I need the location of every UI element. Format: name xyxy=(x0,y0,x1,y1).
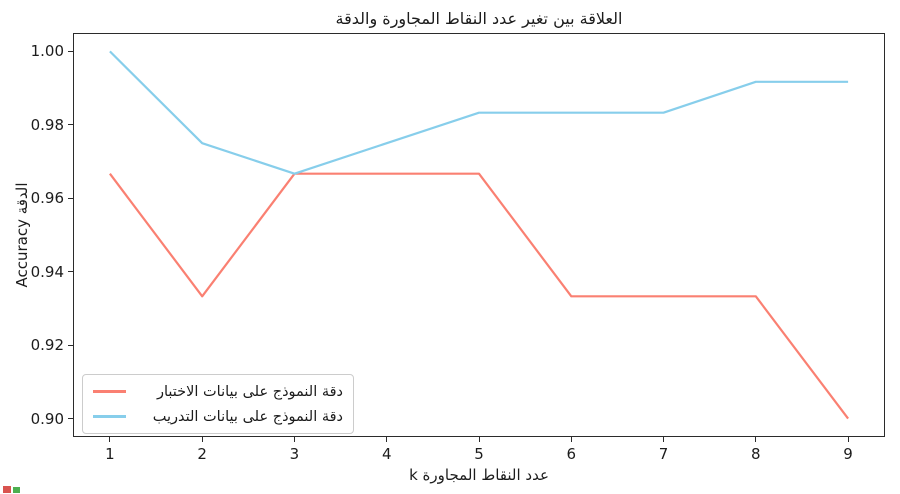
x-tick-mark xyxy=(293,437,295,442)
y-tick-label: 1.00 xyxy=(30,42,64,61)
y-tick-mark xyxy=(68,197,73,199)
x-tick-mark xyxy=(109,437,111,442)
x-tick-label: 2 xyxy=(197,445,207,463)
x-tick-label: 5 xyxy=(474,445,484,463)
legend-item-1: دقة النموذج على بيانات التدريب xyxy=(93,406,343,427)
x-tick-label: 3 xyxy=(289,445,300,463)
x-tick-label: 4 xyxy=(381,445,392,463)
series-line-0 xyxy=(109,172,849,420)
x-tick-mark xyxy=(663,437,665,442)
x-tick-label: 8 xyxy=(751,445,761,463)
x-tick-mark xyxy=(478,437,480,442)
x-tick-mark xyxy=(755,437,757,442)
legend-label-1: دقة النموذج على بيانات التدريب xyxy=(152,408,343,425)
y-tick-label: 0.92 xyxy=(30,336,64,355)
chart-canvas xyxy=(109,50,849,420)
x-tick-mark xyxy=(201,437,203,442)
plot-area xyxy=(73,33,885,437)
legend-label-0: دقة النموذج على بيانات الاختبار xyxy=(156,383,343,400)
y-tick-label: 0.96 xyxy=(30,189,64,208)
x-tick-mark xyxy=(847,437,849,442)
x-axis-label: عدد النقاط المجاورة k xyxy=(409,466,549,484)
y-tick-mark xyxy=(68,271,73,273)
series-line-1 xyxy=(109,50,849,175)
chart-title: العلاقة بين تغير عدد النقاط المجاورة وال… xyxy=(335,9,623,28)
y-tick-label: 0.90 xyxy=(30,409,64,428)
legend-line-swatch-1 xyxy=(93,415,126,418)
x-tick-mark xyxy=(386,437,388,442)
y-tick-mark xyxy=(68,50,73,52)
legend-line-swatch-0 xyxy=(93,390,126,393)
x-tick-label: 1 xyxy=(105,445,115,463)
y-tick-label: 0.98 xyxy=(30,115,64,134)
x-tick-label: 6 xyxy=(566,445,577,463)
y-tick-mark xyxy=(68,124,73,126)
legend: دقة النموذج على بيانات الاختبار دقة النمو… xyxy=(82,374,354,434)
y-tick-mark xyxy=(68,344,73,346)
y-tick-mark xyxy=(68,418,73,420)
y-tick-label: 0.94 xyxy=(30,262,64,281)
x-tick-mark xyxy=(570,437,572,442)
legend-item-0: دقة النموذج على بيانات الاختبار xyxy=(93,381,343,402)
x-tick-label: 7 xyxy=(658,445,669,463)
screen-artifact-green-dot xyxy=(13,487,20,493)
screen-artifact-red-dot xyxy=(3,486,11,493)
x-tick-label: 9 xyxy=(843,445,853,463)
